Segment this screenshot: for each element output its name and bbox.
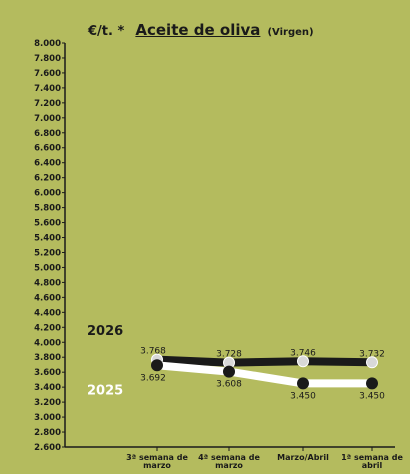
y-tick-label: 5.600 [34,219,61,229]
y-tick-label: 6.200 [34,174,61,184]
data-point [297,355,309,368]
data-point [223,365,235,378]
y-tick-label: 4.400 [34,308,61,318]
series-line-2026 [153,355,376,367]
data-label: 3.450 [290,391,316,401]
series-name-2025: 2025 [87,384,123,399]
y-tick-label: 7.800 [34,54,61,64]
y-tick-label: 4.000 [34,338,61,348]
y-tick-label: 5.800 [34,204,61,214]
data-point [297,377,309,390]
y-tick-label: 3.800 [34,353,61,363]
x-tick-label: marzo [215,461,243,470]
x-tick-label: marzo [143,461,171,470]
y-tick-label: 3.400 [34,383,61,393]
y-tick-label: 4.600 [34,293,61,303]
y-tick-label: 4.800 [34,278,61,288]
x-tick-label: 4ª semana de [198,453,260,462]
chart-subtitle: (Virgen) [267,27,314,38]
y-tick-label: 6.800 [34,129,61,139]
data-label: 3.746 [290,348,316,358]
y-tick-label: 3.200 [34,398,61,408]
x-tick-label: abril [362,461,383,470]
y-tick-label: 8.000 [34,39,61,49]
y-tick-label: 6.400 [34,159,61,169]
y-tick-label: 7.600 [34,69,61,79]
data-label: 3.728 [216,350,242,360]
x-tick-label: 3ª semana de [126,453,188,462]
y-tick-label: 7.400 [34,84,61,94]
data-point [366,356,378,369]
x-tick-label: Marzo/Abril [277,453,329,462]
data-point [151,359,163,372]
y-tick-label: 7.200 [34,99,61,109]
series-line-2025 [153,361,376,388]
y-tick-label: 3.000 [34,413,61,423]
x-tick-label: 1ª semana de [341,453,403,462]
data-label: 3.692 [140,373,166,383]
y-tick-label: 3.600 [34,368,61,378]
y-tick-label: 5.000 [34,263,61,273]
y-tick-label: 6.600 [34,144,61,154]
data-label: 3.732 [359,349,385,359]
y-tick-label: 2.600 [34,443,61,453]
data-label: 3.768 [140,347,166,357]
y-tick-label: 6.000 [34,189,61,199]
y-tick-label: 2.800 [34,428,61,438]
data-label: 3.450 [359,391,385,401]
unit-label: €/t. * [88,24,125,39]
data-label: 3.608 [216,380,242,390]
series-name-2026: 2026 [87,324,123,339]
y-tick-label: 7.000 [34,114,61,124]
y-tick-label: 4.200 [34,323,61,333]
y-tick-label: 5.200 [34,248,61,258]
y-tick-label: 5.400 [34,234,61,244]
chart-title: Aceite de oliva [135,21,261,39]
chart-title-block: €/t. * Aceite de oliva (Virgen) [88,20,314,39]
data-point [366,377,378,390]
